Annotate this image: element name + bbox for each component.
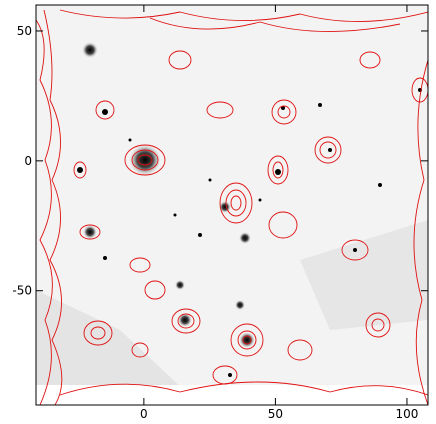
y-tick-label: 50 — [17, 24, 32, 38]
edge-contour — [59, 381, 428, 396]
galaxy — [198, 233, 202, 237]
galaxy — [235, 300, 245, 310]
y-tick-label: 0 — [24, 154, 32, 168]
galaxy — [175, 280, 185, 290]
x-tick-label: 50 — [268, 407, 283, 420]
contour — [319, 141, 337, 159]
contour — [124, 144, 166, 176]
x-tick-label: 0 — [140, 407, 148, 420]
contour — [365, 312, 391, 338]
edge-contour — [413, 59, 428, 405]
edge-contour — [36, 19, 53, 405]
image-stripe — [36, 290, 200, 405]
contour — [131, 149, 159, 171]
galaxy — [281, 106, 285, 110]
galaxy — [353, 248, 357, 252]
galaxy — [318, 103, 322, 107]
contour — [79, 224, 101, 240]
contour — [129, 257, 151, 273]
plot-frame — [35, 4, 429, 406]
contour — [271, 99, 297, 125]
contour — [277, 105, 291, 119]
galaxy — [178, 313, 192, 327]
contour — [411, 77, 428, 103]
contour — [225, 189, 247, 217]
galaxy — [239, 332, 255, 348]
galaxy — [128, 138, 132, 142]
galaxy — [173, 213, 177, 217]
edge-contour — [59, 9, 428, 22]
galaxy — [228, 373, 232, 377]
galaxy — [83, 225, 97, 239]
contour — [219, 182, 253, 224]
galaxy — [258, 198, 262, 202]
contour — [144, 280, 166, 300]
contour — [268, 211, 298, 239]
galaxy — [208, 178, 212, 182]
contour — [314, 136, 342, 164]
galaxy — [328, 148, 332, 152]
x-tick-label: 100 — [395, 407, 418, 420]
galaxy — [219, 201, 231, 213]
contour — [287, 339, 313, 361]
galaxy — [82, 42, 98, 58]
galaxy — [378, 183, 382, 187]
image-stripe — [300, 220, 428, 330]
contour — [359, 51, 381, 69]
y-tick-label: -50 — [12, 284, 32, 298]
edge-contour — [43, 9, 63, 405]
contour — [206, 101, 234, 119]
contour — [371, 318, 385, 332]
contour — [137, 154, 153, 166]
contour — [177, 313, 195, 329]
contour — [171, 308, 201, 334]
contour — [341, 239, 369, 261]
contour — [131, 342, 149, 358]
contour — [230, 195, 242, 211]
contour — [73, 161, 87, 179]
contour — [83, 320, 113, 346]
galaxy — [239, 232, 251, 244]
galaxy — [103, 256, 107, 260]
edge-contour — [149, 17, 401, 32]
galaxy — [275, 169, 281, 175]
contour — [230, 323, 264, 357]
contours — [36, 9, 428, 405]
contour — [267, 155, 289, 185]
galaxy — [129, 144, 161, 176]
contour — [242, 335, 252, 345]
contour — [272, 161, 284, 179]
contour — [237, 330, 257, 350]
contour — [90, 326, 106, 340]
galaxy — [102, 109, 108, 115]
image-edge — [36, 385, 428, 405]
galaxy — [77, 167, 83, 173]
sky-image — [36, 5, 428, 405]
contour — [95, 100, 115, 120]
contour — [168, 50, 192, 70]
